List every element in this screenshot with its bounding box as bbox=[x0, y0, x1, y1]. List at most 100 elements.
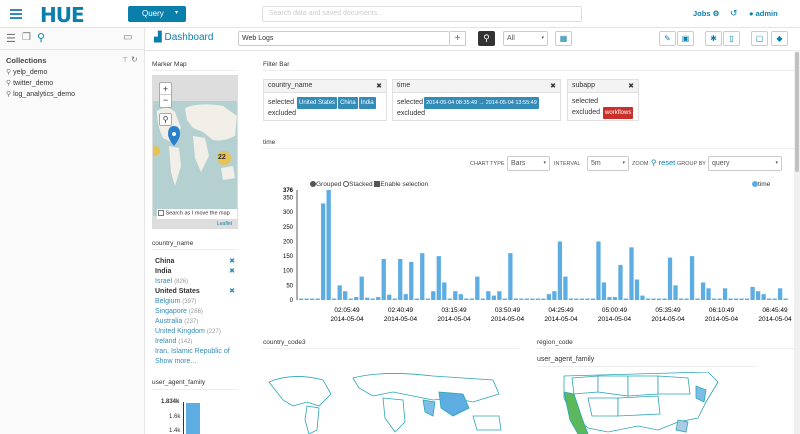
ua-bar[interactable] bbox=[186, 403, 200, 434]
time-bar[interactable] bbox=[783, 298, 788, 300]
time-bar[interactable] bbox=[656, 298, 662, 300]
country-facet-item[interactable]: Belgium (397) bbox=[155, 297, 237, 307]
time-bar[interactable] bbox=[337, 285, 342, 300]
time-bar[interactable] bbox=[381, 259, 386, 300]
close-icon[interactable]: ✖ bbox=[628, 83, 634, 90]
time-bar[interactable] bbox=[403, 294, 408, 300]
time-bar[interactable] bbox=[502, 298, 507, 300]
time-bar[interactable] bbox=[513, 298, 519, 300]
time-bar[interactable] bbox=[310, 298, 315, 300]
time-bar[interactable] bbox=[700, 282, 706, 300]
country-facet-item[interactable]: Iran, Islamic Republic of bbox=[155, 347, 237, 357]
filter-tag[interactable]: China bbox=[338, 97, 358, 109]
time-bar[interactable] bbox=[546, 294, 552, 300]
time-bar[interactable] bbox=[739, 298, 744, 300]
hue-logo[interactable]: HUE bbox=[40, 3, 85, 27]
user-menu[interactable]: ● admin bbox=[749, 9, 778, 18]
time-bar[interactable] bbox=[370, 298, 375, 300]
cluster-count[interactable]: 22 bbox=[218, 154, 226, 161]
stacked-radio[interactable]: Stacked bbox=[343, 181, 373, 188]
hamburger-icon[interactable] bbox=[10, 9, 22, 19]
time-bar[interactable] bbox=[359, 276, 364, 300]
time-bar[interactable] bbox=[376, 297, 381, 300]
group-by-select[interactable]: query ▾ bbox=[708, 156, 782, 171]
time-range-tag[interactable]: 2014-05-04 08:35:49 → 2014-05-04 13:55:4… bbox=[424, 97, 539, 109]
country-facet-item[interactable]: Israel (826) bbox=[155, 277, 237, 287]
time-bar[interactable] bbox=[722, 288, 728, 300]
date-filter-select[interactable]: All ▾ bbox=[503, 31, 548, 46]
documents-icon[interactable]: ❐ bbox=[22, 32, 31, 43]
time-bar[interactable] bbox=[387, 294, 392, 300]
time-bar[interactable] bbox=[524, 298, 530, 300]
time-bar[interactable] bbox=[557, 241, 563, 300]
leaflet-attribution[interactable]: Leaflet bbox=[217, 221, 233, 227]
enable-selection-checkbox[interactable]: Enable selection bbox=[374, 181, 428, 188]
time-bar[interactable] bbox=[629, 247, 634, 300]
grouped-radio[interactable]: Grouped bbox=[310, 181, 341, 188]
time-bar[interactable] bbox=[651, 298, 656, 300]
chart-legend[interactable]: time bbox=[752, 181, 770, 188]
time-bar[interactable] bbox=[623, 298, 629, 300]
choropleth-world-map[interactable] bbox=[263, 372, 519, 434]
time-bar[interactable] bbox=[420, 253, 425, 300]
folder-icon[interactable]: ▭ bbox=[123, 32, 133, 43]
remove-filter-icon[interactable]: ✖ bbox=[229, 258, 235, 265]
time-bar[interactable] bbox=[343, 291, 348, 300]
time-bar[interactable] bbox=[717, 298, 722, 300]
settings-icon[interactable]: ✱ bbox=[705, 31, 722, 46]
time-bar[interactable] bbox=[486, 291, 491, 300]
time-bar[interactable] bbox=[678, 298, 684, 300]
time-bar[interactable] bbox=[447, 298, 452, 300]
time-bar[interactable] bbox=[431, 291, 436, 300]
time-bar[interactable] bbox=[491, 295, 496, 300]
bookmark-icon[interactable]: ▯ bbox=[723, 31, 740, 46]
zoom-out-icon[interactable]: − bbox=[162, 95, 169, 105]
add-query-button[interactable]: + bbox=[450, 31, 466, 46]
time-bar[interactable] bbox=[508, 253, 513, 300]
time-bar[interactable] bbox=[365, 297, 370, 300]
time-bar[interactable] bbox=[475, 276, 480, 300]
zoom-in-icon[interactable]: + bbox=[160, 83, 171, 95]
search-icon[interactable]: ⚲ bbox=[37, 32, 46, 44]
time-bar[interactable] bbox=[530, 298, 535, 300]
time-bar[interactable] bbox=[601, 282, 607, 300]
country-facet-item[interactable]: Singapore (286) bbox=[155, 307, 237, 317]
history-icon[interactable]: ↺ bbox=[730, 8, 738, 18]
calendar-icon[interactable]: ▦ bbox=[555, 31, 572, 46]
remove-filter-icon[interactable]: ✖ bbox=[229, 268, 235, 275]
time-bar[interactable] bbox=[761, 294, 766, 300]
time-bar[interactable] bbox=[607, 297, 612, 300]
time-bar[interactable] bbox=[453, 291, 458, 300]
show-more-link[interactable]: Show more... bbox=[155, 358, 197, 365]
edit-icon[interactable]: ✎ bbox=[659, 31, 676, 46]
chart-type-select[interactable]: Bars ▾ bbox=[507, 156, 550, 171]
refresh-icon[interactable]: ↻ bbox=[131, 55, 138, 64]
time-bar[interactable] bbox=[414, 298, 419, 300]
time-bar[interactable] bbox=[354, 297, 359, 300]
collection-item[interactable]: ⚲ log_analytics_demo bbox=[6, 90, 75, 98]
time-bar[interactable] bbox=[645, 298, 651, 300]
time-bar[interactable] bbox=[618, 264, 623, 300]
time-bar[interactable] bbox=[436, 256, 441, 300]
time-bar[interactable] bbox=[458, 294, 463, 300]
time-bar[interactable] bbox=[425, 298, 430, 300]
time-bar[interactable] bbox=[673, 285, 678, 300]
search-button[interactable]: ⚲ bbox=[478, 31, 495, 46]
us-region-map[interactable] bbox=[558, 372, 728, 434]
close-icon[interactable]: ✖ bbox=[376, 83, 382, 90]
time-bar[interactable] bbox=[711, 298, 717, 300]
query-button[interactable]: Query ▾ bbox=[128, 6, 186, 22]
time-bar[interactable] bbox=[519, 298, 524, 300]
collection-item[interactable]: ⚲ twitter_demo bbox=[6, 79, 53, 87]
time-bar[interactable] bbox=[590, 298, 596, 300]
time-bar[interactable] bbox=[304, 298, 309, 300]
tags-icon[interactable]: ◆ bbox=[771, 31, 788, 46]
time-bar[interactable] bbox=[332, 298, 337, 300]
save-icon[interactable]: ▣ bbox=[677, 31, 694, 46]
filter-icon[interactable]: ⊤ bbox=[122, 57, 129, 64]
document-icon[interactable]: ▢ bbox=[751, 31, 768, 46]
time-bar[interactable] bbox=[766, 298, 772, 300]
time-bar[interactable] bbox=[777, 288, 783, 300]
time-bar[interactable] bbox=[612, 297, 618, 300]
remove-filter-icon[interactable]: ✖ bbox=[229, 288, 235, 295]
